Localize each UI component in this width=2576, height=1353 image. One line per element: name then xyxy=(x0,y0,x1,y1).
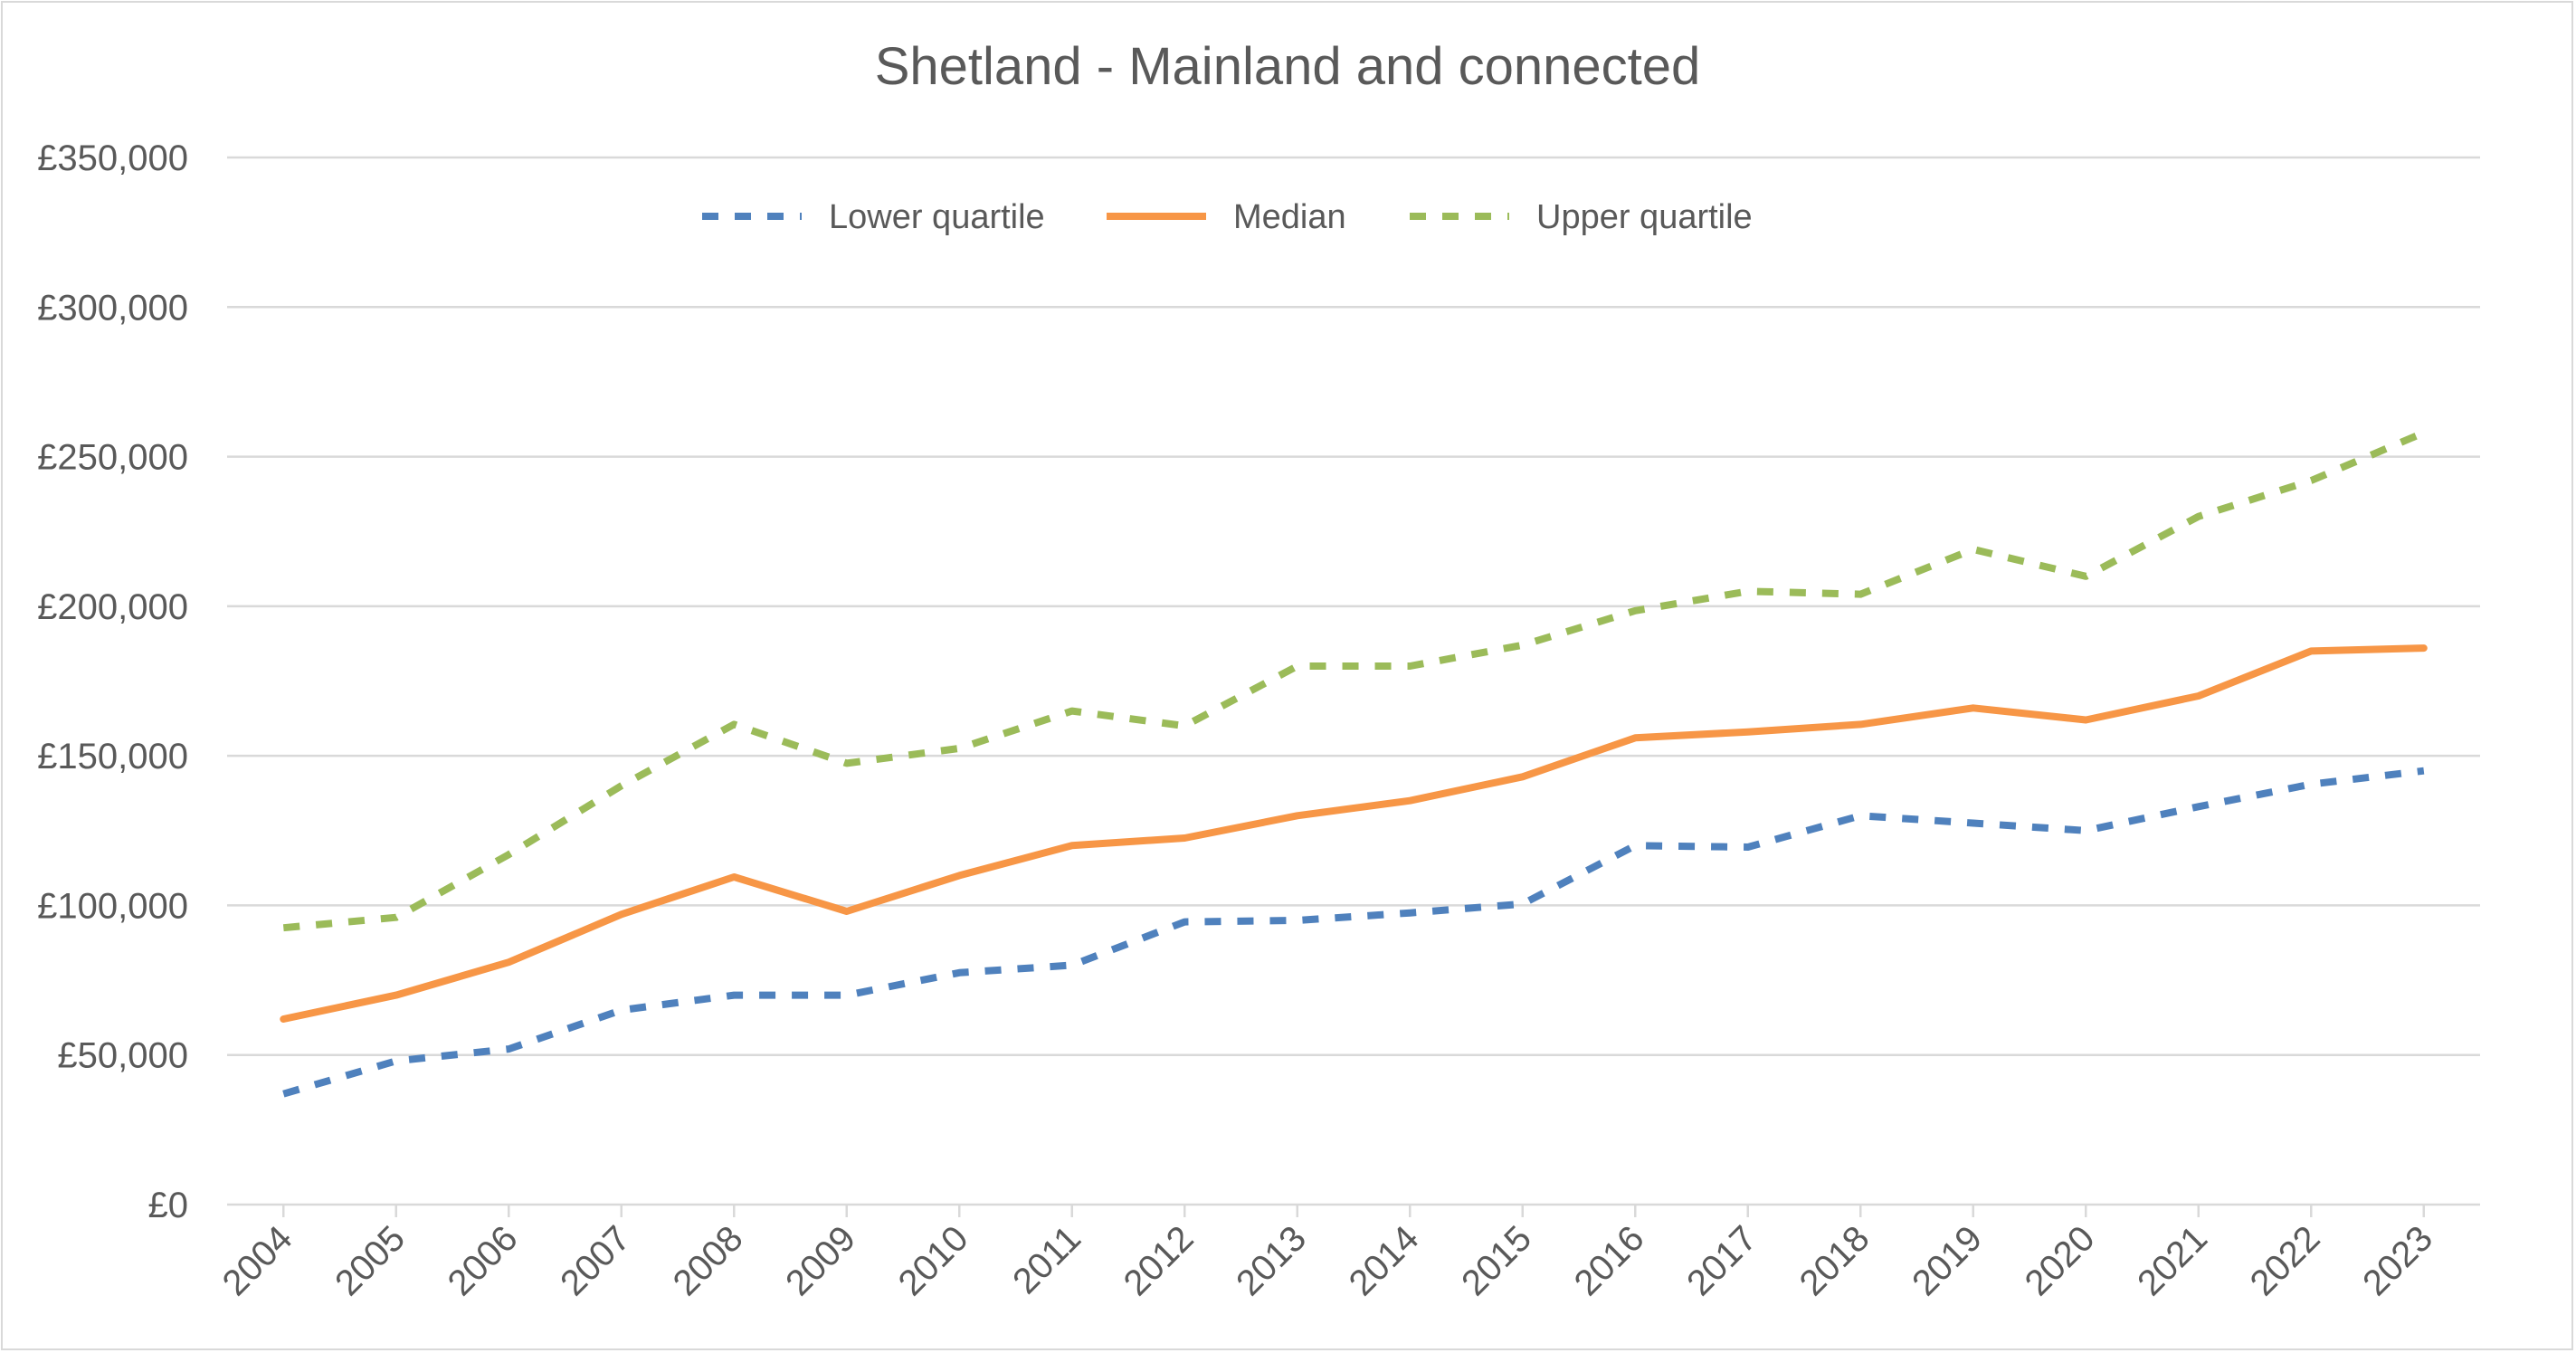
x-tick-label: 2007 xyxy=(553,1218,638,1303)
y-tick-label: £0 xyxy=(148,1186,189,1225)
gridlines xyxy=(227,156,2480,1206)
x-tick-label: 2005 xyxy=(328,1218,413,1303)
x-axis-ticks: 2004 2005 2006 2007 2008 2009 2010 2011 2012 2013… xyxy=(215,1205,2440,1303)
y-tick-label: £200,000 xyxy=(37,587,188,627)
y-tick-label: £100,000 xyxy=(37,886,188,926)
x-tick-label: 2016 xyxy=(1567,1218,1652,1303)
x-tick-label: 2011 xyxy=(1005,1218,1088,1301)
x-tick-label: 2012 xyxy=(1117,1218,1202,1303)
x-tick-label: 2006 xyxy=(441,1218,526,1303)
series-line-lower-quartile xyxy=(282,767,2425,1098)
x-tick-label: 2018 xyxy=(1792,1218,1877,1303)
x-tick-label: 2004 xyxy=(215,1218,300,1303)
x-tick-label: 2009 xyxy=(778,1218,863,1303)
legend-label: Upper quartile xyxy=(1536,198,1753,236)
y-tick-label: £250,000 xyxy=(37,438,188,478)
series-line-upper-quartile xyxy=(282,429,2426,932)
x-tick-label: 2022 xyxy=(2243,1218,2328,1303)
x-tick-label: 2013 xyxy=(1229,1218,1314,1303)
y-tick-label: £150,000 xyxy=(37,737,188,777)
y-tick-label: £300,000 xyxy=(37,288,188,328)
x-tick-label: 2008 xyxy=(666,1218,751,1303)
y-tick-label: £350,000 xyxy=(37,138,188,178)
chart-title: Shetland - Mainland and connected xyxy=(875,37,1701,96)
y-tick-label: £50,000 xyxy=(57,1036,188,1076)
x-tick-label: 2023 xyxy=(2355,1218,2440,1303)
x-tick-label: 2015 xyxy=(1454,1218,1539,1303)
legend: Lower quartile Median Upper quartile xyxy=(702,198,1753,236)
line-chart: Shetland - Mainland and connected £0 £50,… xyxy=(37,37,2480,1303)
x-tick-label: 2021 xyxy=(2130,1218,2215,1303)
series-lines xyxy=(280,429,2428,1098)
x-tick-label: 2017 xyxy=(1679,1218,1764,1303)
x-tick-label: 2020 xyxy=(2018,1218,2103,1303)
y-axis-ticks: £0 £50,000 £100,000 £150,000 £200,000 £250,00… xyxy=(37,138,188,1225)
x-tick-label: 2019 xyxy=(1905,1218,1990,1303)
legend-label: Lower quartile xyxy=(829,198,1045,236)
series-line-median xyxy=(280,644,2428,1023)
legend-label: Median xyxy=(1233,198,1346,236)
x-tick-label: 2010 xyxy=(891,1218,976,1303)
x-tick-label: 2014 xyxy=(1342,1218,1427,1303)
